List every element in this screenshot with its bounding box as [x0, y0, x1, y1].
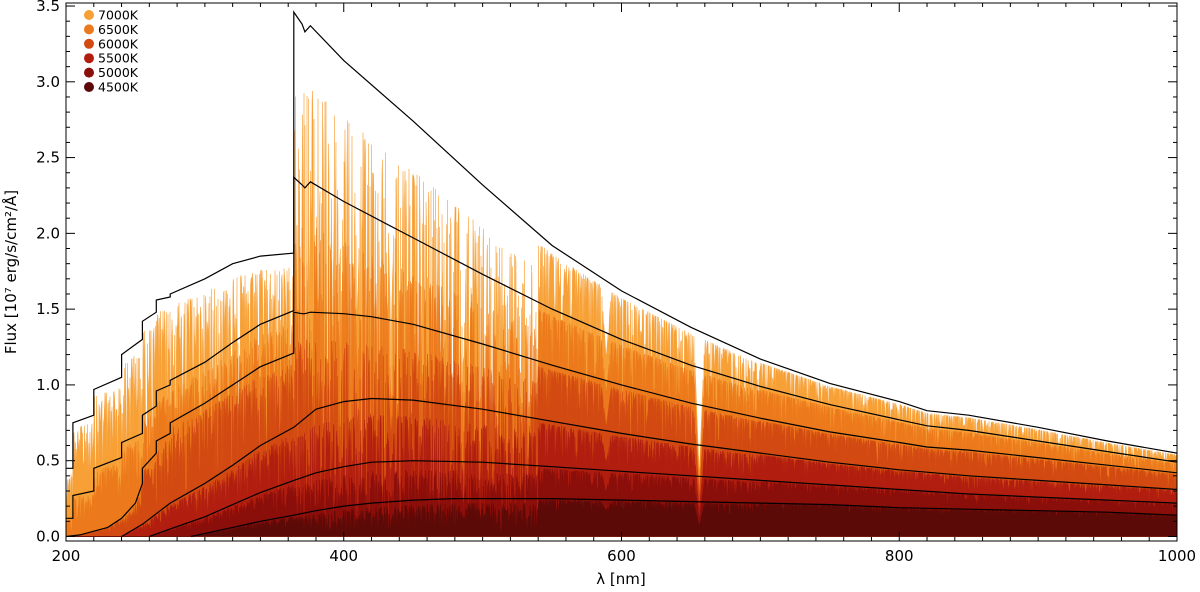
y-tick-label: 3.0 [36, 73, 60, 91]
continuum-line-5000K [149, 460, 1177, 538]
continuum-line-4500K [190, 498, 1177, 538]
legend-label-6500K: 6500K [98, 22, 139, 37]
x-tick-label: 200 [52, 547, 81, 565]
x-tick-label: 400 [329, 547, 358, 565]
y-tick-label: 3.5 [36, 0, 60, 15]
x-tick-label: 800 [885, 547, 914, 565]
legend-swatch-5000K [84, 67, 94, 78]
y-axis-label: Flux [10⁷ erg/s/cm²/Å] [1, 190, 20, 354]
y-tick-label: 1.0 [36, 376, 60, 394]
spectra-layer [66, 90, 1177, 537]
y-tick-label: 0.0 [36, 527, 60, 545]
continuum-line-6500K [66, 175, 1177, 519]
legend-label-4500K: 4500K [98, 80, 139, 95]
continuum-line-7000K [66, 10, 1177, 469]
x-axis-label: λ [nm] [596, 570, 645, 588]
legend-swatch-6500K [84, 24, 94, 35]
legend-swatch-7000K [84, 10, 94, 20]
legend-label-5500K: 5500K [98, 51, 139, 66]
legend-label-5000K: 5000K [98, 65, 139, 80]
x-tick-label: 1000 [1158, 547, 1196, 565]
continuum-layer [66, 10, 1177, 538]
y-tick-label: 2.5 [36, 149, 60, 167]
y-tick-label: 2.0 [36, 224, 60, 242]
legend-label-7000K: 7000K [98, 8, 139, 23]
legend-swatch-4500K [84, 82, 94, 92]
y-tick-label: 0.5 [36, 452, 60, 470]
legend-swatch-6000K [84, 38, 94, 49]
y-tick-label: 1.5 [36, 300, 60, 318]
y-tick-labels: 0.0 0.5 1.0 1.5 2.0 2.5 3.0 3.5 [36, 0, 60, 545]
legend-label-6000K: 6000K [98, 36, 139, 51]
axis-ticks [65, 3, 1178, 541]
legend-swatch-5500K [84, 53, 94, 64]
continuum-line-6000K [66, 311, 1177, 538]
x-tick-label: 600 [607, 547, 636, 565]
continuum-line-5500K [121, 397, 1177, 538]
x-tick-labels: 200 400 600 800 1000 [52, 547, 1196, 565]
